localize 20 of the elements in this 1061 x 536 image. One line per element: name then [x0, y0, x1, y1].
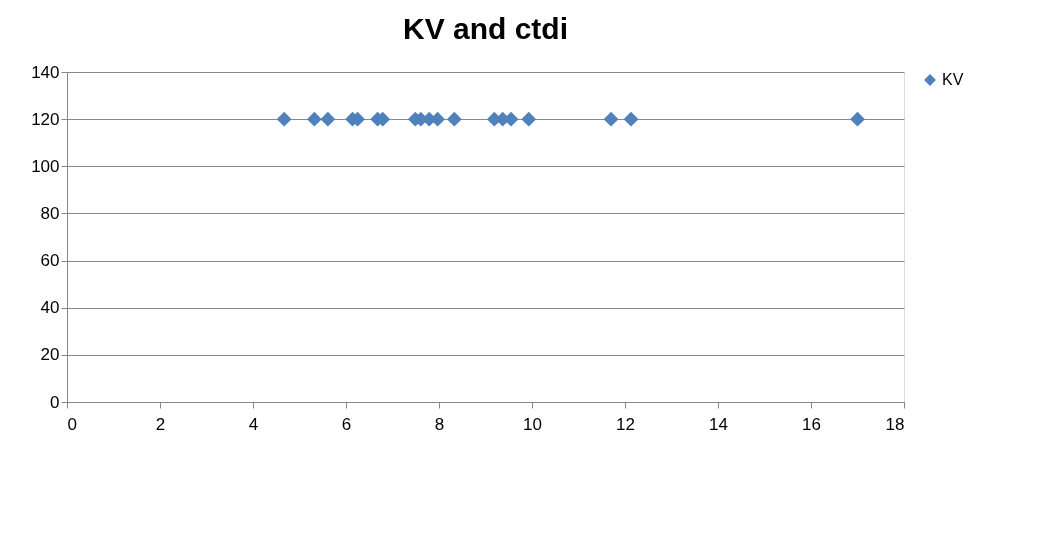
- y-tick-label: 20: [40, 345, 60, 365]
- chart-title: KV and ctdi: [402, 12, 569, 45]
- legend-label: KV: [942, 71, 964, 88]
- y-tick-label: 120: [31, 109, 60, 129]
- y-tick-label: 40: [40, 298, 60, 318]
- x-tick-label: 14: [709, 414, 728, 434]
- y-tick-label: 140: [31, 62, 60, 82]
- x-tick-label: 6: [341, 414, 352, 434]
- x-tick-label: 16: [802, 414, 821, 434]
- x-tick-label: 0: [67, 414, 77, 434]
- y-tick-label: 80: [40, 203, 60, 223]
- x-tick-label: 8: [434, 414, 445, 434]
- x-tick-label: 10: [523, 414, 542, 434]
- x-tick-label: 2: [155, 414, 166, 434]
- y-tick-label: 0: [50, 392, 60, 412]
- x-tick-label: 4: [248, 414, 259, 434]
- y-tick-label: 100: [31, 156, 60, 176]
- y-tick-label: 60: [40, 251, 60, 271]
- x-tick-label: 12: [616, 414, 635, 434]
- x-tick-label: 18: [885, 414, 905, 434]
